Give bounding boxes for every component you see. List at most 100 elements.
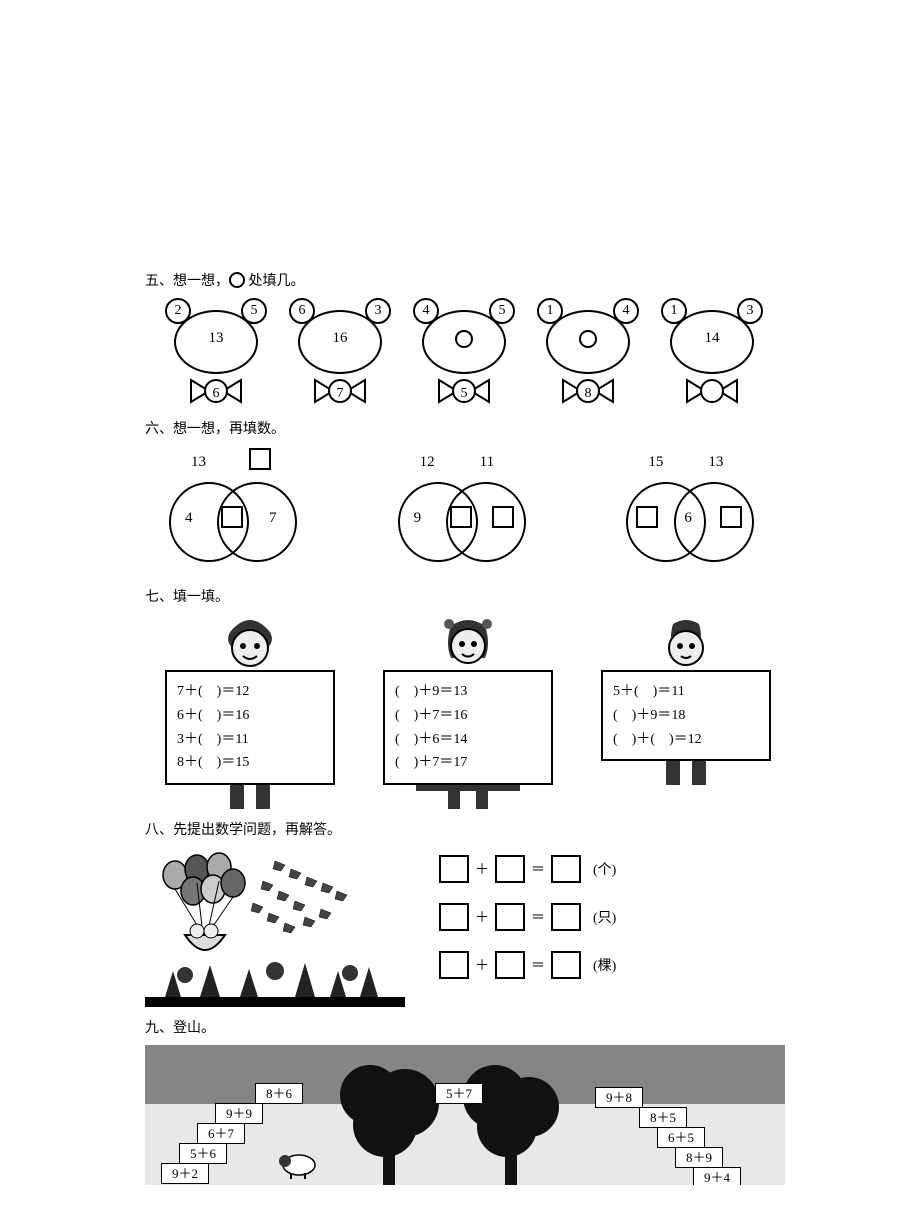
kid-head-icon bbox=[215, 614, 285, 670]
bear-ear-left: 1 bbox=[661, 298, 687, 324]
equation-row: ＋＝(棵) bbox=[439, 951, 616, 979]
blank-box bbox=[551, 903, 581, 931]
kid-head-icon bbox=[433, 614, 503, 670]
bear-ear-right: 5 bbox=[489, 298, 515, 324]
equation-row: ＋＝(只) bbox=[439, 903, 616, 931]
venn-right: 7 bbox=[269, 510, 277, 527]
bear-ear-left: 1 bbox=[537, 298, 563, 324]
kid-feet-icon bbox=[190, 785, 310, 809]
venn-diagram: 12 11 9 bbox=[398, 446, 547, 576]
kid-board: 5＋( )＝11( )＋9＝18( )＋( )＝12 bbox=[601, 670, 771, 761]
bear-bow-value: 8 bbox=[533, 386, 643, 402]
bear-ear-right: 3 bbox=[365, 298, 391, 324]
equation-line: ( )＋9＝13 bbox=[395, 680, 541, 704]
bear-body-value: 16 bbox=[285, 330, 395, 347]
venn-top-left: 15 bbox=[648, 454, 663, 471]
sheep-icon bbox=[275, 1145, 319, 1179]
venn-top-left: 12 bbox=[420, 454, 435, 471]
venn-top-right: 13 bbox=[708, 454, 723, 471]
bear-ear-left: 6 bbox=[289, 298, 315, 324]
kid-feet-icon bbox=[408, 785, 528, 809]
bear-ear-right: 3 bbox=[737, 298, 763, 324]
mountain-step: 9＋4 bbox=[693, 1167, 741, 1185]
equation-line: ( )＋( )＝12 bbox=[613, 728, 759, 752]
mountain-step: 9＋9 bbox=[215, 1103, 263, 1124]
equation-line: ( )＋6＝14 bbox=[395, 728, 541, 752]
bear-figure: 4 5 5 bbox=[409, 298, 519, 408]
venn-diagram: 13 4 7 bbox=[169, 446, 318, 576]
kid-block: 7＋( )＝126＋( )＝163＋( )＝118＋( )＝15 bbox=[165, 614, 335, 809]
section6-title: 六、想一想，再填数。 bbox=[145, 418, 775, 438]
venn-diagram: 15136 bbox=[626, 446, 775, 576]
scene-illustration bbox=[145, 847, 405, 1007]
mountain-step: 8＋5 bbox=[639, 1107, 687, 1128]
bear-ear-right: 4 bbox=[613, 298, 639, 324]
bear-bow-value: 7 bbox=[285, 386, 395, 402]
mountain-scene: 9＋25＋66＋79＋98＋6 5＋7 9＋48＋96＋58＋59＋8 bbox=[145, 1045, 785, 1185]
venn-top-right: 11 bbox=[480, 454, 494, 471]
kid-head-icon bbox=[651, 614, 721, 670]
bear-ear-left: 4 bbox=[413, 298, 439, 324]
bear-figure: 1 4 8 bbox=[533, 298, 643, 408]
venn-row: 13471211915136 bbox=[169, 446, 775, 576]
blank-box bbox=[439, 951, 469, 979]
equation-line: 6＋( )＝16 bbox=[177, 704, 323, 728]
bear-ear-left: 2 bbox=[165, 298, 191, 324]
section9-title: 九、登山。 bbox=[145, 1017, 775, 1037]
equation-line: 3＋( )＝11 bbox=[177, 728, 323, 752]
blank-box bbox=[439, 855, 469, 883]
sec5-text-a: 五、想一想， bbox=[145, 274, 229, 289]
bear-bow-value: 6 bbox=[161, 386, 271, 402]
mountain-step: 5＋7 bbox=[435, 1083, 483, 1104]
section8-title: 八、先提出数学问题，再解答。 bbox=[145, 819, 775, 839]
bear-body-value bbox=[409, 330, 519, 353]
kid-block: ( )＋9＝13( )＋7＝16( )＋6＝14( )＋7＝17 bbox=[383, 614, 553, 809]
equation-line: 7＋( )＝12 bbox=[177, 680, 323, 704]
mountain-step: 6＋5 bbox=[657, 1127, 705, 1148]
section5-title: 五、想一想， 处填几。 bbox=[145, 270, 775, 290]
blank-box bbox=[439, 903, 469, 931]
bear-body-value: 13 bbox=[161, 330, 271, 347]
circle-icon bbox=[229, 272, 245, 288]
tree-icon bbox=[455, 1055, 565, 1185]
unit-label: (只) bbox=[593, 907, 616, 927]
blank-box bbox=[551, 951, 581, 979]
bear-body-value: 14 bbox=[657, 330, 767, 347]
blank-box bbox=[495, 855, 525, 883]
mountain-step: 6＋7 bbox=[197, 1123, 245, 1144]
equation-line: ( )＋7＝17 bbox=[395, 751, 541, 775]
bear-body-value bbox=[533, 330, 643, 353]
equation-row: ＋＝(个) bbox=[439, 855, 616, 883]
sec5-text-b: 处填几。 bbox=[245, 274, 305, 289]
equation-list: ＋＝(个) ＋＝(只) ＋＝(棵) bbox=[439, 855, 616, 979]
venn-left: 9 bbox=[414, 510, 422, 527]
bear-bow-value: 5 bbox=[409, 386, 519, 402]
kid-board: 7＋( )＝126＋( )＝163＋( )＝118＋( )＝15 bbox=[165, 670, 335, 785]
kid-block: 5＋( )＝11( )＋9＝18( )＋( )＝12 bbox=[601, 614, 771, 809]
mountain-step: 9＋8 bbox=[595, 1087, 643, 1108]
kids-row: 7＋( )＝126＋( )＝163＋( )＝118＋( )＝15 ( )＋9＝1… bbox=[165, 614, 775, 809]
mountain-step: 8＋9 bbox=[675, 1147, 723, 1168]
mountain-step: 9＋2 bbox=[161, 1163, 209, 1184]
kid-board: ( )＋9＝13( )＋7＝16( )＋6＝14( )＋7＝17 bbox=[383, 670, 553, 785]
equation-line: ( )＋7＝16 bbox=[395, 704, 541, 728]
venn-left: 4 bbox=[185, 510, 193, 527]
equation-line: 8＋( )＝15 bbox=[177, 751, 323, 775]
bear-bow bbox=[683, 376, 741, 406]
blank-box bbox=[495, 903, 525, 931]
unit-label: (棵) bbox=[593, 955, 616, 975]
venn-top-left: 13 bbox=[191, 454, 206, 471]
bear-figure: 1 3 14 bbox=[657, 298, 767, 408]
equation-line: 5＋( )＝11 bbox=[613, 680, 759, 704]
equation-line: ( )＋9＝18 bbox=[613, 704, 759, 728]
bear-ear-right: 5 bbox=[241, 298, 267, 324]
section8-content: ＋＝(个) ＋＝(只) ＋＝(棵) bbox=[145, 847, 775, 1007]
blank-box bbox=[495, 951, 525, 979]
bear-figure: 2 5 13 6 bbox=[161, 298, 271, 408]
section7-title: 七、填一填。 bbox=[145, 586, 775, 606]
blank-box bbox=[551, 855, 581, 883]
mountain-step: 5＋6 bbox=[179, 1143, 227, 1164]
kid-feet-icon bbox=[626, 761, 746, 785]
unit-label: (个) bbox=[593, 859, 616, 879]
mountain-step: 8＋6 bbox=[255, 1083, 303, 1104]
